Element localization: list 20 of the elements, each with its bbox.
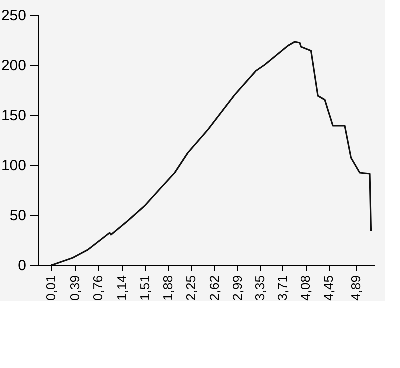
x-tick-label: 4,08: [298, 276, 314, 301]
x-tick-label: 1,51: [137, 276, 152, 301]
x-tick-label: 4,89: [348, 276, 364, 301]
x-tick-label: 4,45: [321, 276, 336, 301]
y-tick-label: 150: [1, 108, 26, 124]
x-tick-label: 0,39: [67, 276, 82, 301]
y-tick-label: 0: [18, 258, 26, 274]
x-tick-label: 0,76: [90, 276, 106, 301]
x-tick-label: 3,35: [252, 276, 268, 301]
x-tick-label: 2,99: [230, 276, 245, 301]
x-tick-label: 2,25: [184, 276, 199, 301]
x-tick-label: 3,71: [274, 276, 290, 301]
x-tick-label: 1,88: [160, 276, 176, 301]
y-tick-label: 250: [1, 8, 26, 24]
y-tick-label: 200: [1, 58, 26, 74]
y-tick-label: 50: [10, 208, 26, 224]
y-tick-label: 100: [1, 158, 26, 174]
x-tick-label: 2,62: [206, 276, 222, 301]
x-tick-label: 1,14: [114, 276, 130, 301]
x-tick-label: 0,01: [44, 276, 59, 301]
